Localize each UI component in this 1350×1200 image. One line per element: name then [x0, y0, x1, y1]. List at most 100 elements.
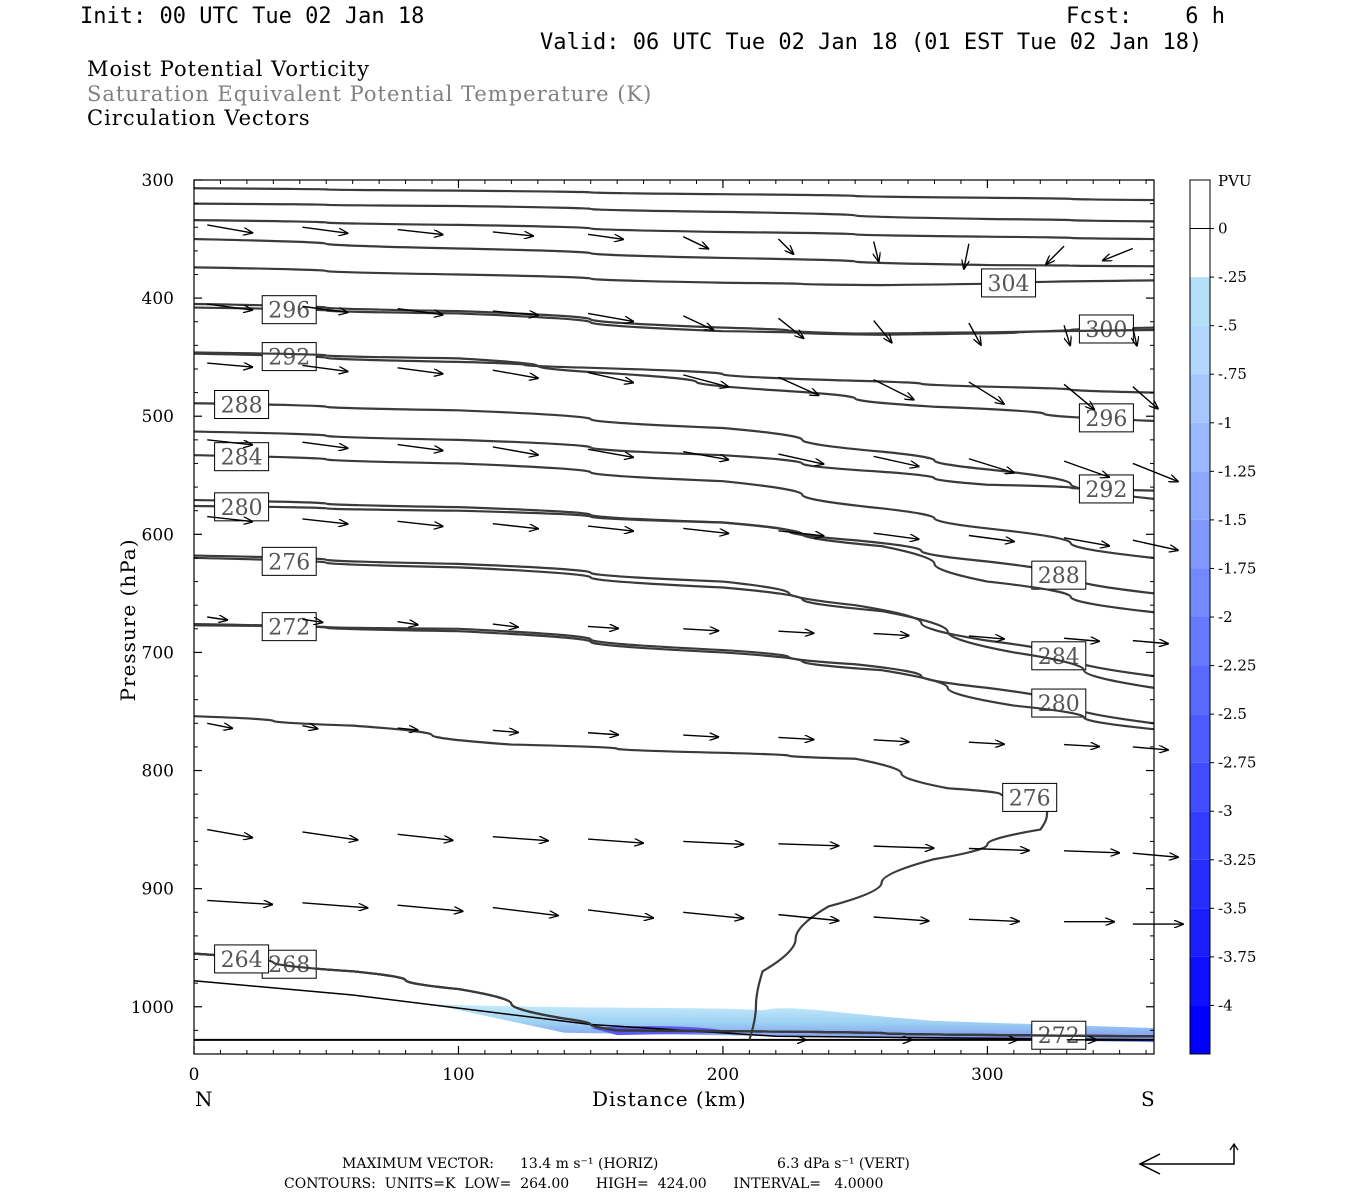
colorbar-label: 0 — [1218, 220, 1228, 238]
colorbar-label: -2.5 — [1218, 705, 1247, 723]
circulation-vector — [492, 522, 538, 529]
circulation-vector — [207, 723, 232, 728]
colorbar-bin — [1190, 714, 1210, 763]
x-axis-label: Distance (km) — [592, 1087, 747, 1111]
colorbar-label: -2.25 — [1218, 657, 1256, 675]
circulation-vector — [1063, 537, 1109, 546]
circulation-vector — [492, 446, 538, 455]
colorbar-bin — [1190, 519, 1210, 569]
circulation-vector — [492, 232, 533, 236]
colorbar-bin — [1190, 568, 1210, 617]
theta-contour — [193, 556, 1155, 689]
circulation-vector — [302, 305, 347, 312]
circulation-vector — [873, 846, 934, 848]
colorbar-bin — [1190, 277, 1210, 326]
contour-label-box — [261, 295, 317, 325]
contour-label-box — [214, 492, 270, 522]
contour-label-text: 292 — [1085, 478, 1127, 503]
colorbar-bin — [1190, 762, 1210, 812]
contour-label-box — [214, 389, 270, 419]
circulation-vector — [1132, 539, 1178, 550]
circulation-vector — [302, 902, 367, 908]
circulation-vector — [1132, 853, 1178, 857]
colorbar-bin — [1190, 325, 1210, 375]
circulation-vector — [1064, 638, 1099, 641]
colorbar-bin — [1190, 617, 1210, 666]
contour-label-text: 292 — [268, 346, 310, 371]
circulation-vector — [207, 828, 252, 838]
y-axis-label: Pressure (hPa) — [116, 538, 140, 702]
theta-contour — [193, 430, 1155, 492]
circulation-vector — [968, 534, 1014, 542]
circulation-vector — [302, 726, 317, 729]
contour-label: 304 — [981, 268, 1037, 298]
y-tick-label: 500 — [142, 407, 174, 427]
contour-label-text: 288 — [1038, 564, 1080, 589]
x-tick-label: 200 — [707, 1065, 739, 1085]
contour-label: 300 — [1078, 314, 1134, 344]
circulation-vector — [968, 742, 1004, 744]
title-mpv: Moist Potential Vorticity — [87, 57, 370, 81]
colorbar-label: -2 — [1218, 608, 1233, 626]
circulation-vector — [968, 458, 1014, 473]
circulation-vector — [778, 317, 803, 338]
north-label: N — [195, 1087, 213, 1111]
circulation-vector — [1063, 460, 1109, 477]
circulation-vector — [207, 515, 252, 522]
circulation-vector — [1064, 745, 1099, 747]
circulation-vector — [1132, 641, 1168, 644]
circulation-vector — [683, 841, 743, 844]
colorbar-label: -.5 — [1218, 317, 1237, 335]
colorbar-label: -4 — [1218, 996, 1233, 1014]
theta-contour — [193, 554, 1155, 678]
circulation-vector — [588, 626, 618, 628]
colorbar-label: -3.75 — [1218, 948, 1256, 966]
colorbar-label: -1 — [1218, 414, 1233, 432]
circulation-vector — [778, 913, 838, 921]
circulation-vector — [1103, 247, 1134, 261]
contour-label-box — [214, 442, 270, 472]
theta-contour — [193, 402, 1155, 500]
theta-contour — [193, 202, 1155, 223]
circulation-vector — [682, 315, 713, 330]
contour-label: 296 — [1078, 403, 1134, 433]
circulation-vector — [1132, 747, 1168, 750]
circulation-vector — [302, 518, 347, 524]
theta-contour — [193, 715, 1056, 1041]
circulation-vector — [968, 322, 981, 345]
colorbar-bin — [1190, 422, 1210, 472]
colorbar-bin — [1190, 374, 1210, 423]
y-tick-label: 1000 — [131, 998, 174, 1018]
colorbar-bin — [1190, 665, 1210, 715]
circulation-vector — [302, 831, 357, 840]
contour-label-text: 284 — [221, 446, 263, 471]
contour-label: 288 — [1031, 560, 1087, 590]
contour-label-text: 288 — [221, 393, 263, 418]
circulation-vector — [683, 911, 743, 918]
title-vectors: Circulation Vectors — [87, 106, 311, 130]
x-tick-label: 0 — [189, 1065, 200, 1085]
circulation-vector — [397, 228, 443, 235]
circulation-vector — [207, 899, 272, 904]
contour-label: 284 — [214, 442, 270, 472]
circulation-vector — [587, 312, 633, 321]
circulation-vector — [683, 374, 728, 387]
theta-contour — [193, 187, 1155, 202]
circulation-vector — [587, 525, 633, 531]
circulation-vector — [1064, 851, 1119, 853]
circulation-vector — [397, 833, 453, 840]
circulation-vector — [683, 735, 718, 737]
circulation-vector — [207, 617, 227, 620]
colorbar-label: -3.5 — [1218, 899, 1247, 917]
circulation-vector — [873, 320, 892, 343]
circulation-vector — [588, 733, 618, 735]
colorbar-unit: PVU — [1218, 172, 1252, 190]
circulation-vector — [587, 909, 653, 918]
circulation-vector — [397, 308, 443, 315]
contour-label-box — [1031, 560, 1087, 590]
y-tick-label: 600 — [142, 525, 174, 545]
contour-label-box — [981, 268, 1037, 298]
x-tick-label: 300 — [971, 1065, 1003, 1085]
colorbar-label: -1.75 — [1218, 559, 1256, 577]
circulation-vector — [683, 527, 728, 533]
